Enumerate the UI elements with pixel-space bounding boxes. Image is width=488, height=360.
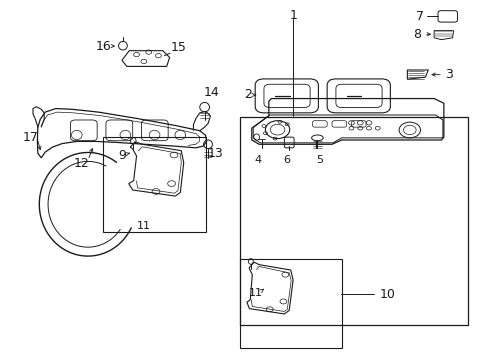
Text: 10: 10 — [379, 288, 395, 301]
Text: 7: 7 — [415, 10, 423, 23]
Text: 17: 17 — [22, 131, 39, 144]
Text: 11: 11 — [137, 221, 150, 231]
Text: 2: 2 — [244, 89, 252, 102]
Text: 4: 4 — [254, 156, 261, 165]
Text: 6: 6 — [283, 156, 290, 165]
Text: 13: 13 — [207, 147, 223, 160]
Text: 9: 9 — [118, 149, 125, 162]
Text: 15: 15 — [171, 41, 186, 54]
Text: 5: 5 — [316, 156, 323, 165]
Text: 14: 14 — [203, 86, 219, 99]
Text: 1: 1 — [288, 9, 296, 22]
Text: 12: 12 — [74, 157, 89, 170]
Bar — [239, 117, 467, 325]
Text: 3: 3 — [444, 68, 452, 81]
Text: 16: 16 — [96, 40, 111, 53]
Text: 11: 11 — [249, 288, 263, 297]
Bar — [239, 258, 341, 348]
Bar — [103, 137, 205, 232]
Text: 8: 8 — [412, 28, 420, 41]
